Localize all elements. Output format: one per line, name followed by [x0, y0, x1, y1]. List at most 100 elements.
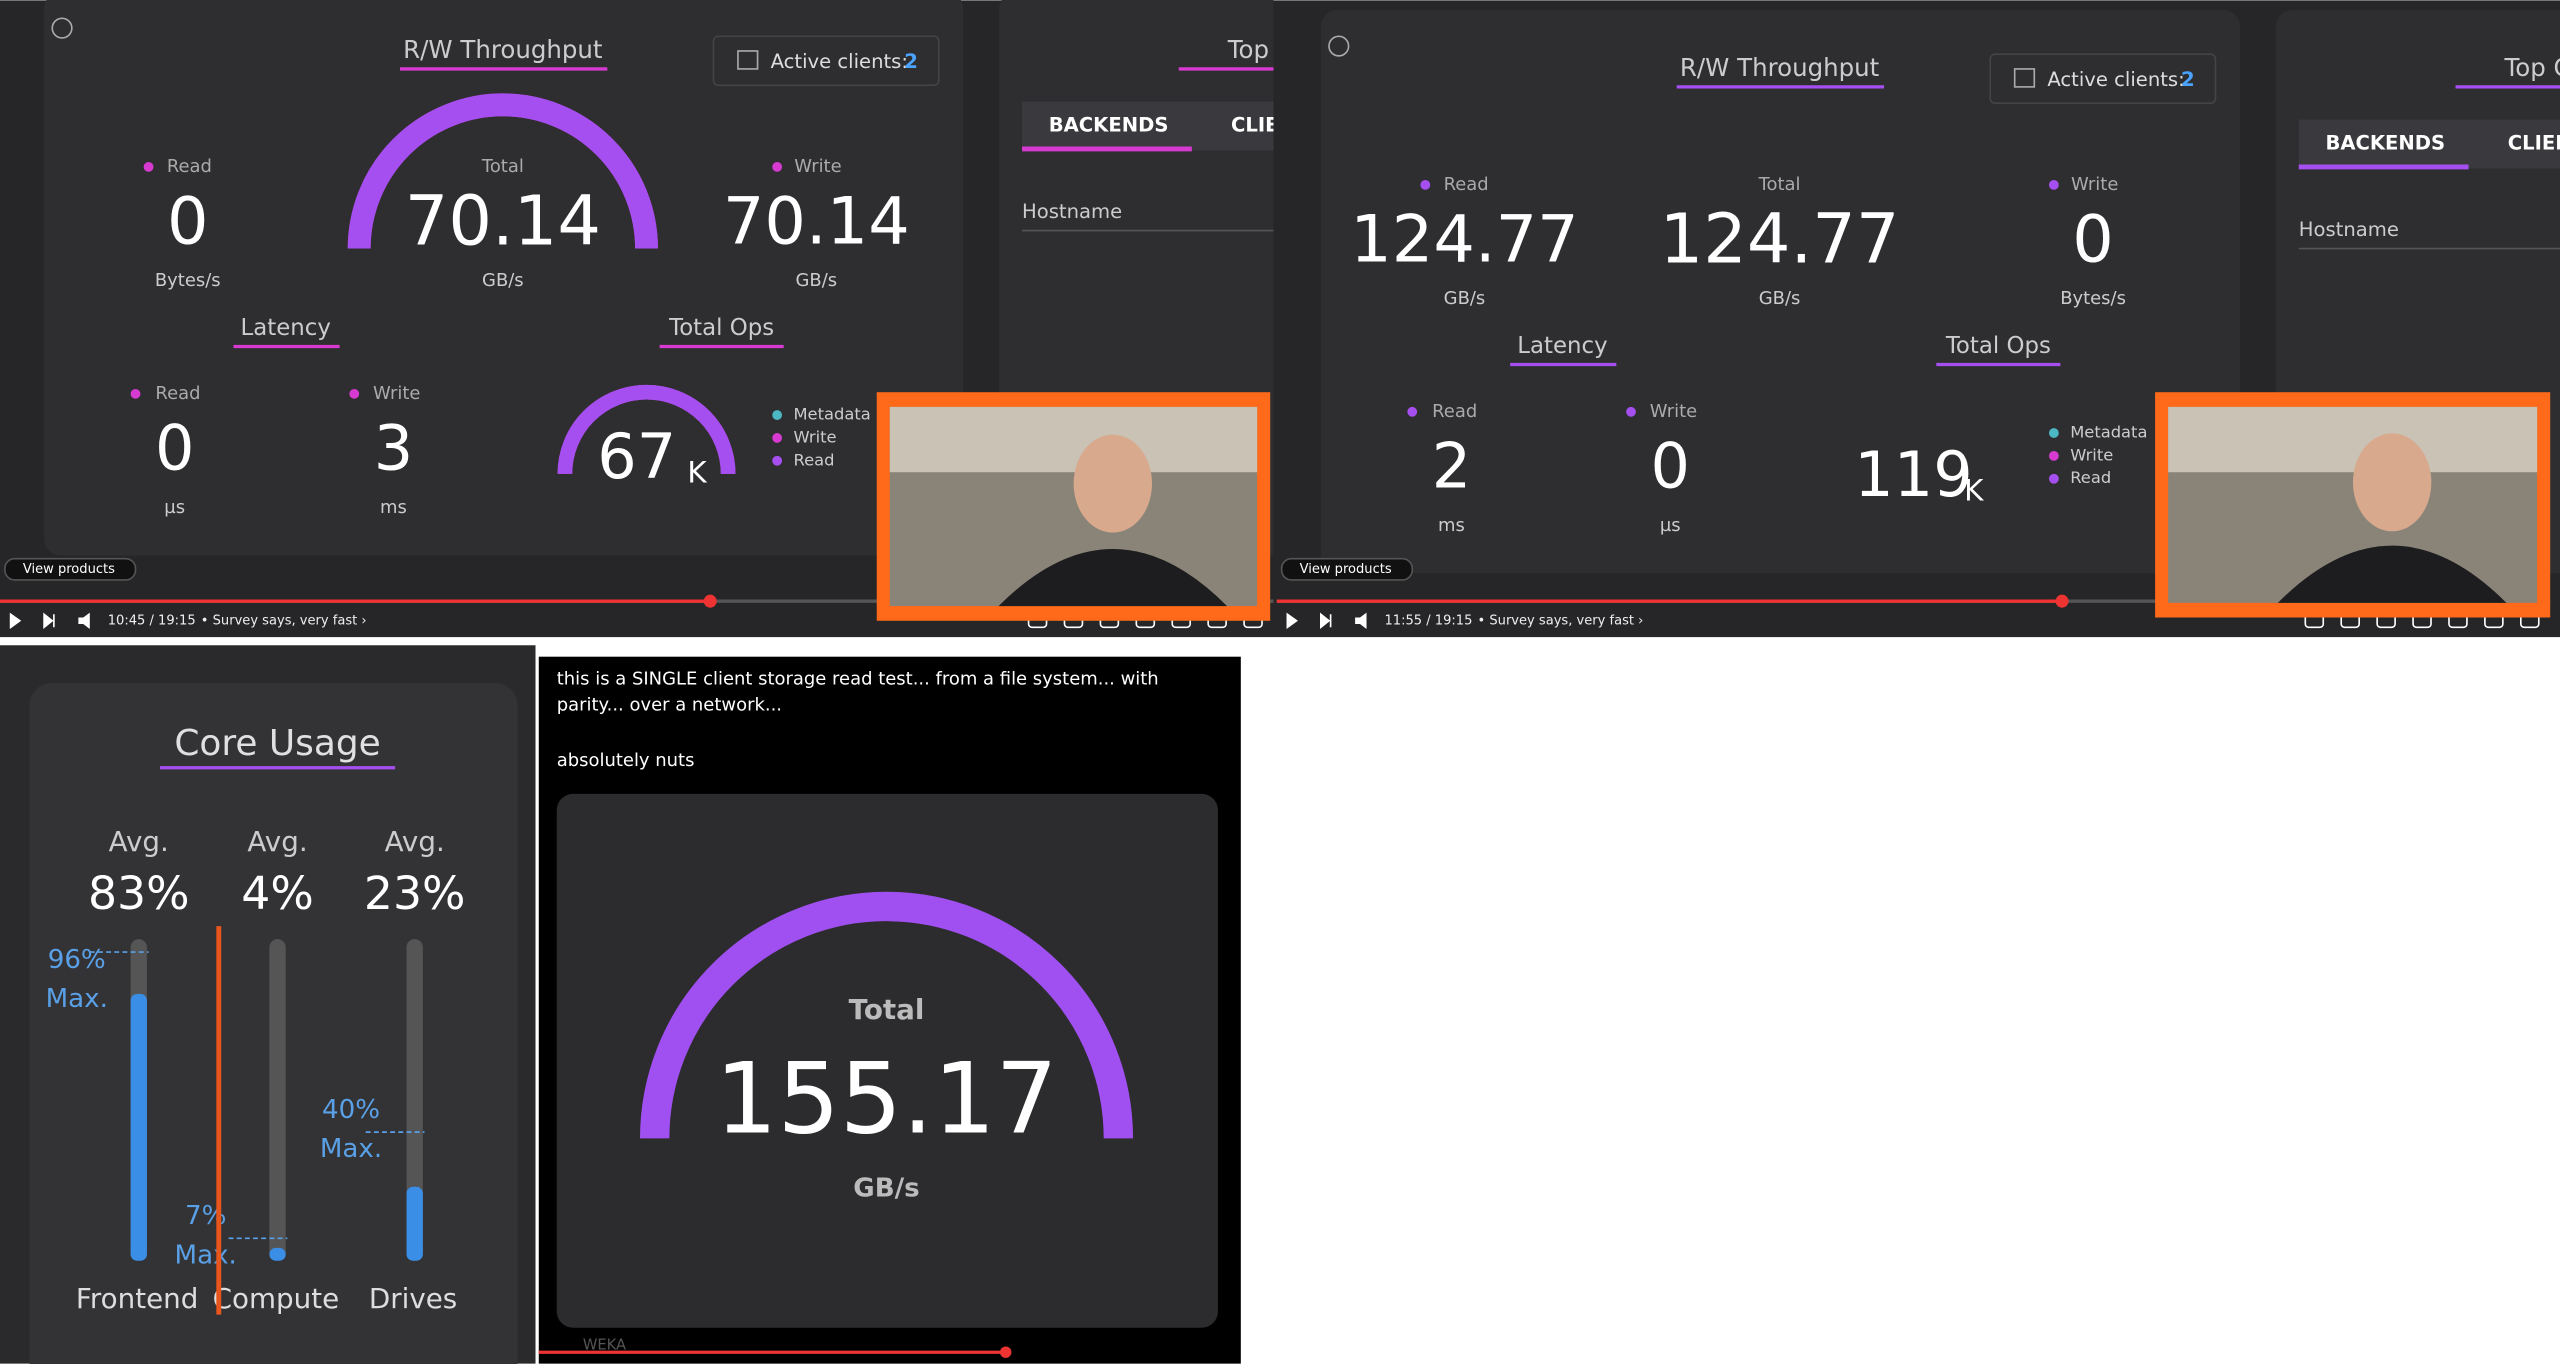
info-icon: [51, 17, 73, 39]
label: GB/s: [482, 270, 524, 291]
play-button[interactable]: [9, 612, 22, 629]
total-gauge: [640, 891, 1134, 1139]
gauge-unit: GB/s: [853, 1173, 919, 1203]
next-button: [1320, 612, 1332, 630]
legend-dot: [2048, 450, 2059, 461]
tab-bar: [2298, 119, 2560, 169]
legend-label: Read: [793, 450, 834, 469]
metric-value: 2: [1432, 430, 1471, 503]
label: Read: [167, 156, 212, 177]
metric-value: 0: [1650, 430, 1689, 503]
tab-bar: [1022, 101, 1274, 151]
max-value: 96%: [48, 945, 106, 975]
label: Write: [1650, 401, 1697, 422]
section-title: R/W Throughput: [1680, 53, 1880, 82]
legend-label: Metadata: [2070, 423, 2147, 442]
legend-dot: [130, 388, 141, 399]
video-chapter: • Survey says, very fast ›: [201, 613, 367, 628]
active-clients-box: [712, 35, 940, 87]
bar-fill: [406, 1186, 423, 1261]
metric-value: 0: [155, 412, 194, 485]
active-clients-value: 2: [2181, 68, 2195, 91]
section-title: Total Ops: [1945, 333, 2051, 359]
legend-dot: [2048, 179, 2059, 190]
column-name: Drives: [369, 1282, 457, 1315]
legend-dot: [772, 455, 783, 466]
bar-track: [406, 939, 423, 1261]
label: Bytes/s: [2060, 288, 2126, 309]
column-header: Hostname: [2299, 218, 2399, 241]
volume-button: [1355, 612, 1367, 629]
legend-dot: [143, 162, 154, 172]
play-button[interactable]: [1286, 612, 1298, 629]
active-clients-label: Active clients:: [771, 50, 908, 73]
active-clients-box: [1989, 53, 2217, 105]
card: [556, 793, 1218, 1328]
footer-label: WEKA: [583, 1337, 626, 1354]
label: Total: [481, 156, 524, 177]
metric-value: 124.77: [1350, 202, 1578, 278]
ops-suffix: K: [687, 455, 707, 489]
label: ms: [1438, 515, 1465, 536]
column-name: Frontend: [76, 1282, 198, 1315]
metric-value: 70.14: [405, 182, 601, 262]
metric-value: 70.14: [723, 184, 910, 260]
column-header: Hostname: [1022, 200, 1122, 223]
max-label: Max.: [46, 984, 108, 1014]
legend-dot: [1407, 406, 1418, 417]
metric-value: 0: [167, 184, 209, 260]
clients-icon: [2013, 68, 2036, 88]
gauge-label: Total: [849, 993, 925, 1026]
legend-dot: [772, 410, 783, 420]
avg-label: Avg.: [109, 825, 169, 858]
label: Read: [1432, 401, 1477, 422]
progress-knob: [1000, 1346, 1012, 1358]
webcam-bg: [889, 406, 1258, 473]
person-head: [2352, 433, 2432, 532]
view-products: View products: [23, 562, 115, 577]
legend-label: Metadata: [793, 405, 870, 424]
post-text-box: this is a SINGLE client storage read tes…: [556, 668, 1159, 771]
video-chapter: • Survey says, very fast ›: [1478, 613, 1644, 628]
ops-suffix: K: [1964, 473, 1984, 507]
legend-dot: [772, 433, 783, 443]
legend-label: Read: [2070, 468, 2111, 487]
tab: CLIEI: [1231, 114, 1286, 137]
label: Write: [2071, 174, 2118, 195]
legend-dot: [772, 162, 783, 172]
column-name: Compute: [213, 1282, 340, 1315]
section-title: Latency: [241, 315, 331, 341]
label: GB/s: [1759, 288, 1801, 309]
metric-value: 3: [374, 412, 413, 485]
card: [1320, 10, 2240, 574]
label: GB/s: [1444, 288, 1486, 309]
max-label: Max.: [175, 1240, 237, 1270]
metric-value: 124.77: [1660, 200, 1900, 280]
section-title: Total Ops: [668, 315, 774, 341]
volume-button: [78, 612, 90, 629]
tab: CLIEI: [2508, 132, 2560, 155]
label: Write: [794, 156, 841, 177]
active-clients-value: 2: [904, 50, 918, 73]
clients-icon: [737, 50, 759, 70]
legend-dot: [1420, 179, 1431, 190]
progress-knob: [703, 594, 717, 608]
max-label: Max.: [320, 1134, 382, 1164]
label: Total: [1758, 174, 1801, 195]
label: µs: [164, 497, 185, 518]
view-products: View products: [1300, 562, 1392, 577]
tab: BACKENDS: [2325, 132, 2445, 155]
label: µs: [1660, 515, 1681, 536]
post-text: absolutely nuts: [556, 749, 695, 771]
avg-value: 83%: [88, 867, 190, 920]
label: Bytes/s: [155, 270, 221, 291]
label: GB/s: [796, 270, 838, 291]
next-button: [43, 612, 55, 630]
video-time: 10:45 / 19:15: [108, 613, 196, 628]
legend-dot: [2048, 428, 2059, 438]
metric-value: 119: [1854, 438, 1972, 511]
legend-dot: [2048, 473, 2059, 484]
bar-fill: [130, 993, 147, 1261]
gauge-arc: [347, 93, 658, 249]
